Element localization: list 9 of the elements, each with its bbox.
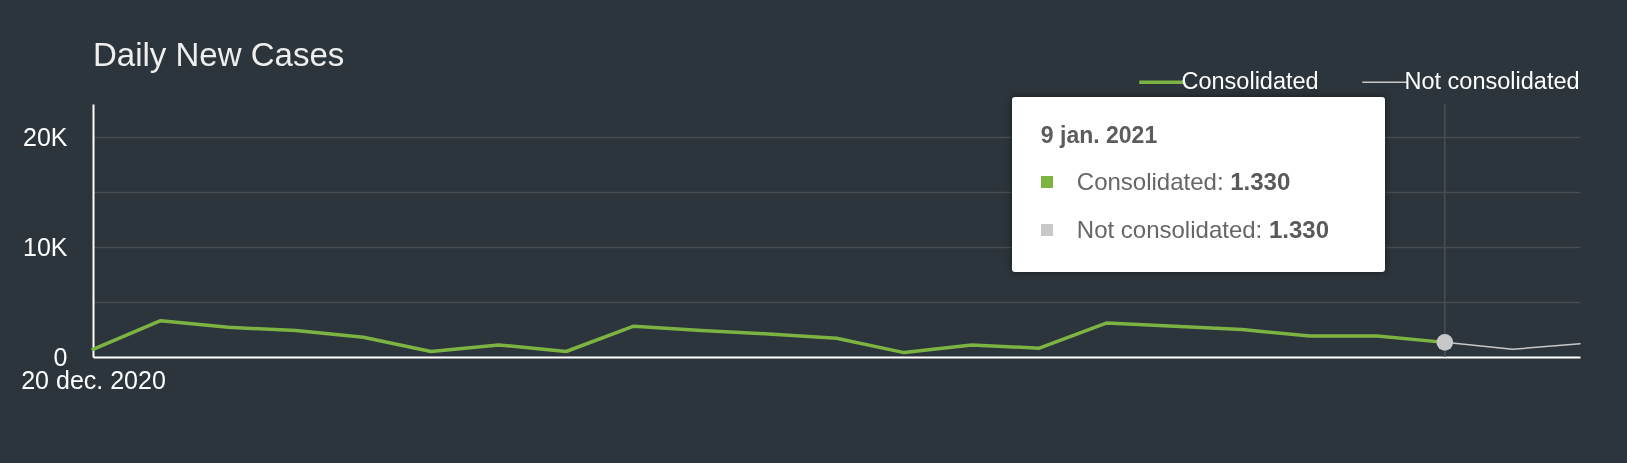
legend-label: Not consolidated	[1404, 68, 1580, 95]
legend-label: Consolidated	[1181, 68, 1319, 95]
y-tick-label: 20K	[23, 122, 68, 151]
chart-title: Daily New Cases	[93, 36, 345, 73]
tooltip: 9 jan. 2021 Consolidated: 1.330 Not consolidated: 1.330	[1011, 97, 1385, 272]
annotation: 9 jan. 2021	[1040, 121, 1159, 149]
annotation: Not consolidated: 1.330	[1076, 215, 1329, 245]
y-tick-label: 10K	[23, 232, 68, 261]
annotation: Consolidated: 1.330	[1076, 167, 1291, 197]
